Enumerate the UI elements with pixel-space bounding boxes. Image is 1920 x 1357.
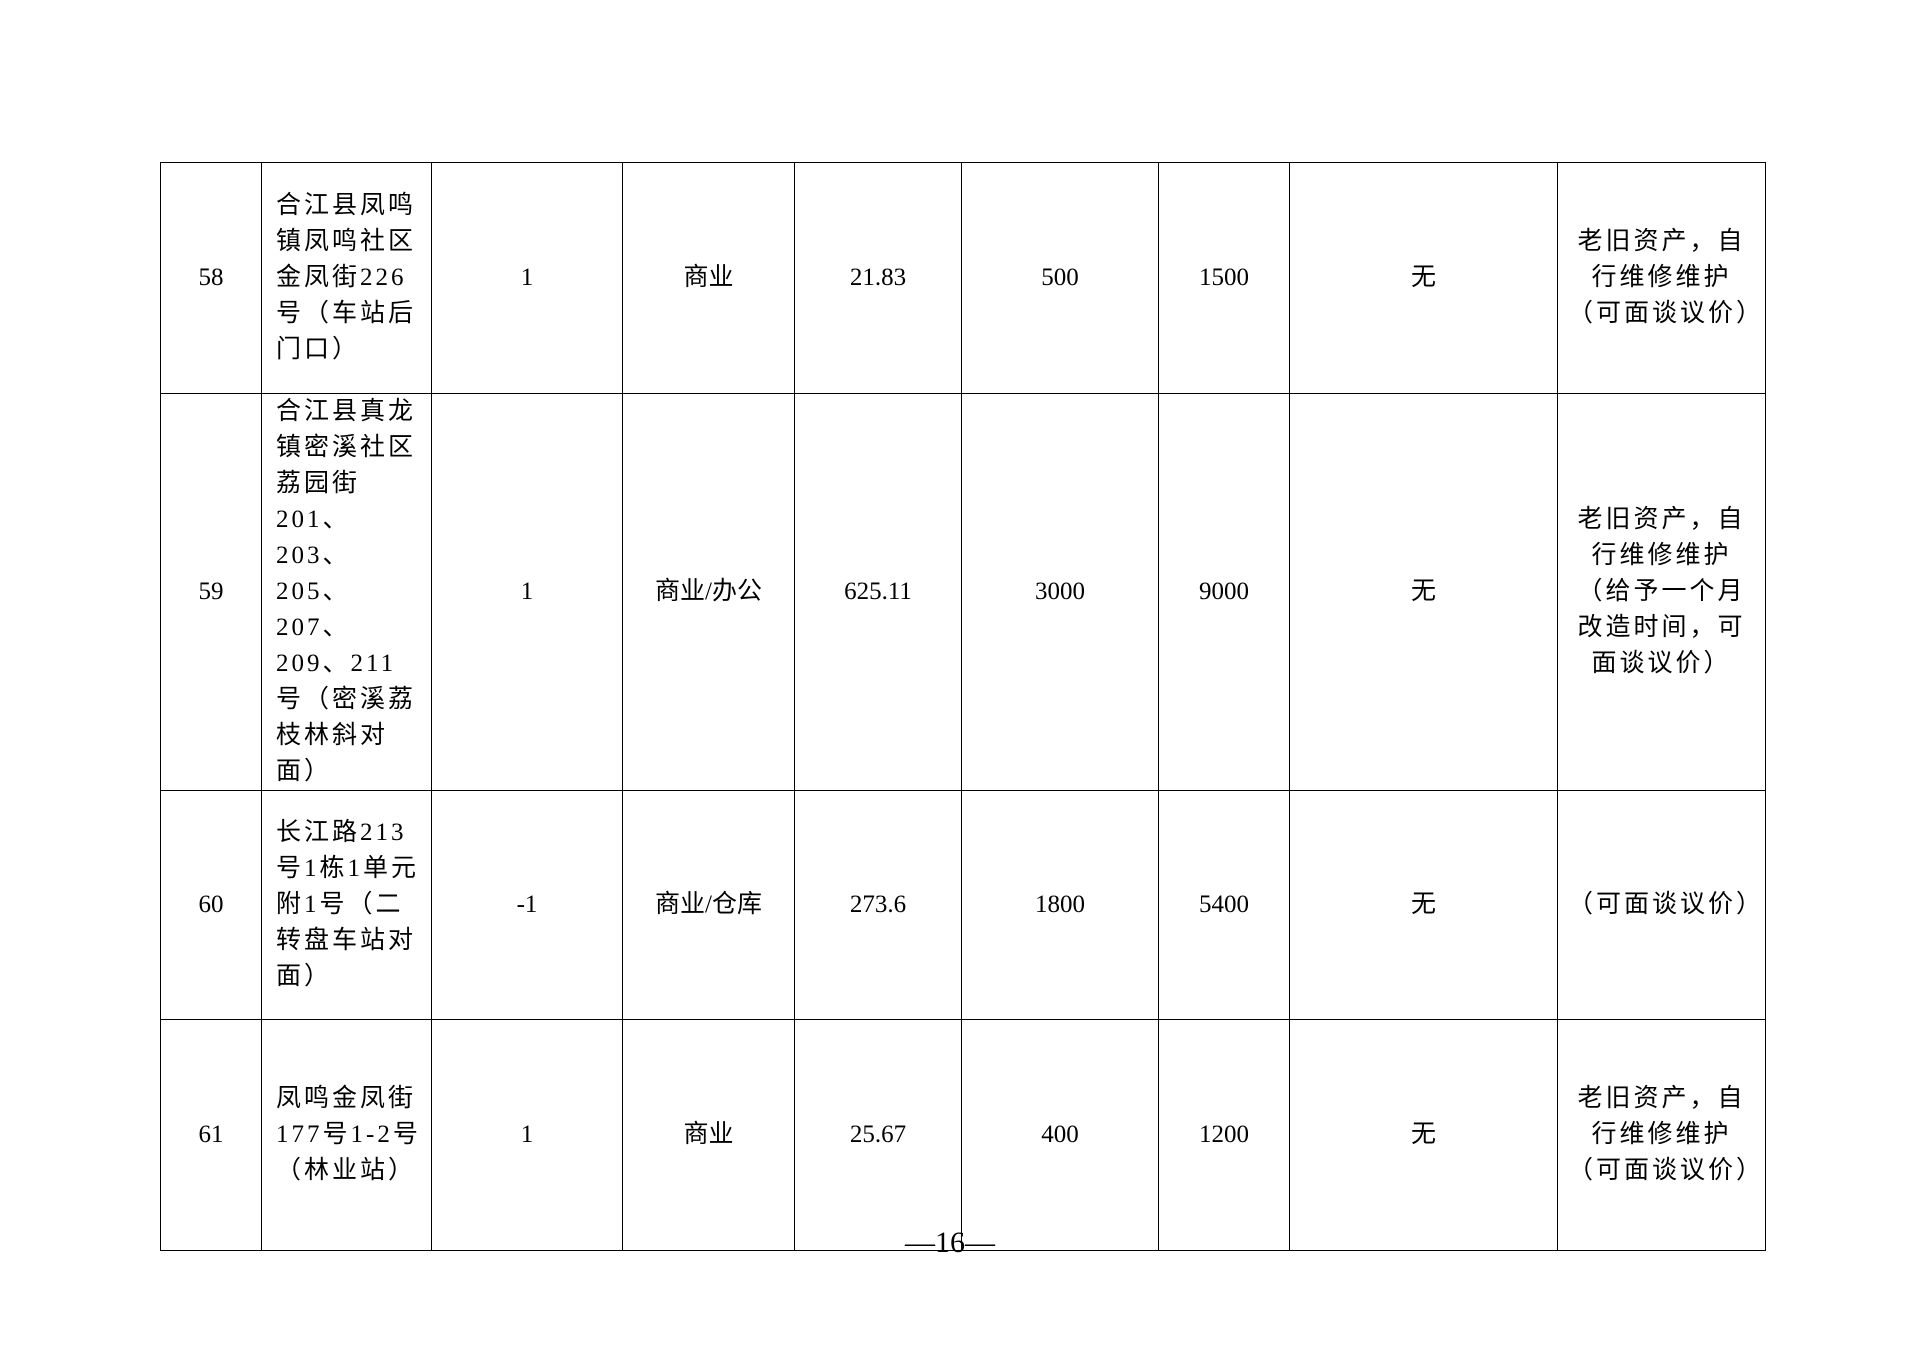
cell-deposit: 1500 [1158, 162, 1290, 394]
table-row: 61 凤鸣金凤街177号1-2号（林业站） 1 商业 25.67 400 1200 无老旧资产… [160, 1019, 1766, 1251]
table-row: 60 长江路213号1栋1单元附1号（二转盘车站对面） -1 商业/仓库 273.6 18… [160, 790, 1766, 1020]
cell-rent: 3000 [961, 393, 1159, 791]
property-table: 58 合江县凤鸣镇凤鸣社区金凤街226号（车站后门口） 1 商业 21.83 500 150… [160, 162, 1766, 1251]
cell-area: 25.67 [794, 1019, 962, 1251]
cell-encumbrance: 无 [1289, 790, 1558, 1020]
page-number: —16— [905, 1226, 995, 1259]
cell-floor: -1 [431, 790, 623, 1020]
cell-no: 58 [160, 162, 262, 394]
cell-note: 老旧资产，自行维修维护（可面谈议价） [1557, 1019, 1766, 1251]
cell-rent: 500 [961, 162, 1159, 394]
cell-area: 21.83 [794, 162, 962, 394]
cell-address: 合江县真龙镇密溪社区荔园街201、203、205、207、209、211号（密溪… [261, 393, 432, 791]
cell-no: 61 [160, 1019, 262, 1251]
cell-address: 合江县凤鸣镇凤鸣社区金凤街226号（车站后门口） [261, 162, 432, 394]
cell-rent: 1800 [961, 790, 1159, 1020]
cell-floor: 1 [431, 1019, 623, 1251]
cell-use: 商业/仓库 [622, 790, 795, 1020]
cell-deposit: 5400 [1158, 790, 1290, 1020]
cell-no: 59 [160, 393, 262, 791]
cell-use: 商业 [622, 162, 795, 394]
cell-use: 商业 [622, 1019, 795, 1251]
cell-address: 长江路213号1栋1单元附1号（二转盘车站对面） [261, 790, 432, 1020]
table-row: 59 合江县真龙镇密溪社区荔园街201、203、205、207、209、211号（… [160, 393, 1766, 791]
cell-deposit: 1200 [1158, 1019, 1290, 1251]
cell-use: 商业/办公 [622, 393, 795, 791]
cell-floor: 1 [431, 393, 623, 791]
cell-encumbrance: 无 [1289, 1019, 1558, 1251]
cell-no: 60 [160, 790, 262, 1020]
cell-address: 凤鸣金凤街177号1-2号（林业站） [261, 1019, 432, 1251]
cell-area: 273.6 [794, 790, 962, 1020]
cell-encumbrance: 无 [1289, 162, 1558, 394]
table-row: 58 合江县凤鸣镇凤鸣社区金凤街226号（车站后门口） 1 商业 21.83 500 150… [160, 162, 1766, 394]
cell-area: 625.11 [794, 393, 962, 791]
cell-rent: 400 [961, 1019, 1159, 1251]
cell-floor: 1 [431, 162, 623, 394]
cell-note: 老旧资产，自行维修维护（可面谈议价） [1557, 162, 1766, 394]
cell-deposit: 9000 [1158, 393, 1290, 791]
cell-encumbrance: 无 [1289, 393, 1558, 791]
cell-note: （可面谈议价） [1557, 790, 1766, 1020]
cell-note: 老旧资产，自行维修维护（给予一个月改造时间，可面谈议价） [1557, 393, 1766, 791]
